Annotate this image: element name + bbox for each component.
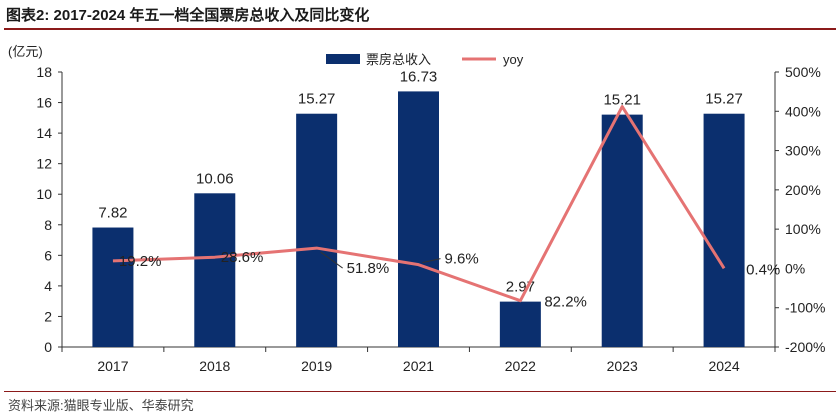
- y-tick-label: 6: [44, 247, 52, 263]
- x-tick-label: 2019: [301, 358, 332, 374]
- yoy-value-label: 0.4%: [746, 261, 780, 278]
- bar-value-label: 2.97: [506, 279, 535, 296]
- yoy-value-label: 28.6%: [221, 249, 264, 266]
- legend-swatch-bar: [326, 54, 360, 64]
- y-tick-label: 16: [36, 95, 52, 111]
- y-tick-label: 4: [44, 278, 52, 294]
- x-tick-label: 2021: [403, 358, 434, 374]
- title-rule: [4, 28, 836, 30]
- y2-tick-label: -100%: [785, 300, 825, 316]
- bar: [194, 193, 236, 347]
- bar: [703, 113, 745, 347]
- bar-value-label: 16.73: [400, 68, 438, 85]
- bar-value-label: 15.27: [298, 91, 336, 108]
- y-tick-label: 14: [36, 125, 52, 141]
- bar: [296, 113, 338, 347]
- bar: [398, 91, 439, 348]
- x-tick-label: 2023: [607, 358, 638, 374]
- bar-value-label: 7.82: [98, 205, 127, 222]
- x-tick-label: 2022: [505, 358, 536, 374]
- combo-chart: 0 2 4 6 8 10 12 14 16 18 (亿元) -200% -100% 0% 100% 200% 3…: [8, 44, 825, 374]
- source-note: 资料来源:猫眼专业版、华泰研究: [8, 398, 194, 413]
- y2-tick-label: 500%: [785, 64, 821, 80]
- bar-value-label: 15.21: [603, 92, 641, 109]
- x-tick-label: 2018: [199, 358, 230, 374]
- x-tick-label: 2024: [708, 358, 739, 374]
- bar: [499, 301, 541, 347]
- yoy-value-label: 9.6%: [445, 251, 479, 268]
- yoy-value-label: 51.8%: [347, 260, 390, 277]
- y-tick-label: 8: [44, 217, 52, 233]
- y2-tick-label: 300%: [785, 143, 821, 159]
- y2-tick-label: 100%: [785, 221, 821, 237]
- yoy-leader-line: [320, 251, 343, 269]
- x-tick-label: 2017: [97, 358, 128, 374]
- legend-label-bar: 票房总收入: [366, 52, 431, 67]
- bar: [92, 227, 134, 347]
- y-axis-label: (亿元): [8, 44, 43, 59]
- bar-value-label: 10.06: [196, 170, 234, 187]
- y-tick-label: 0: [44, 339, 52, 355]
- y2-tick-label: 200%: [785, 182, 821, 198]
- bar: [601, 114, 643, 347]
- yoy-leader-line: [422, 258, 441, 264]
- bar-value-label: 15.27: [705, 91, 743, 108]
- yoy-value-label: 19.2%: [119, 253, 162, 270]
- y-tick-label: 10: [36, 186, 52, 202]
- yoy-value-label: 82.2%: [544, 294, 587, 311]
- y-tick-label: 2: [44, 308, 52, 324]
- legend-label-line: yoy: [503, 52, 524, 67]
- y-tick-label: 12: [36, 156, 52, 172]
- y-tick-label: 18: [36, 64, 52, 80]
- y2-tick-label: 0%: [785, 260, 805, 276]
- yoy-line: [112, 105, 726, 303]
- source-rule: [4, 391, 836, 392]
- y2-tick-label: 400%: [785, 103, 821, 119]
- figure-title: 图表2: 2017-2024 年五一档全国票房总收入及同比变化: [6, 7, 370, 24]
- y2-tick-label: -200%: [785, 339, 825, 355]
